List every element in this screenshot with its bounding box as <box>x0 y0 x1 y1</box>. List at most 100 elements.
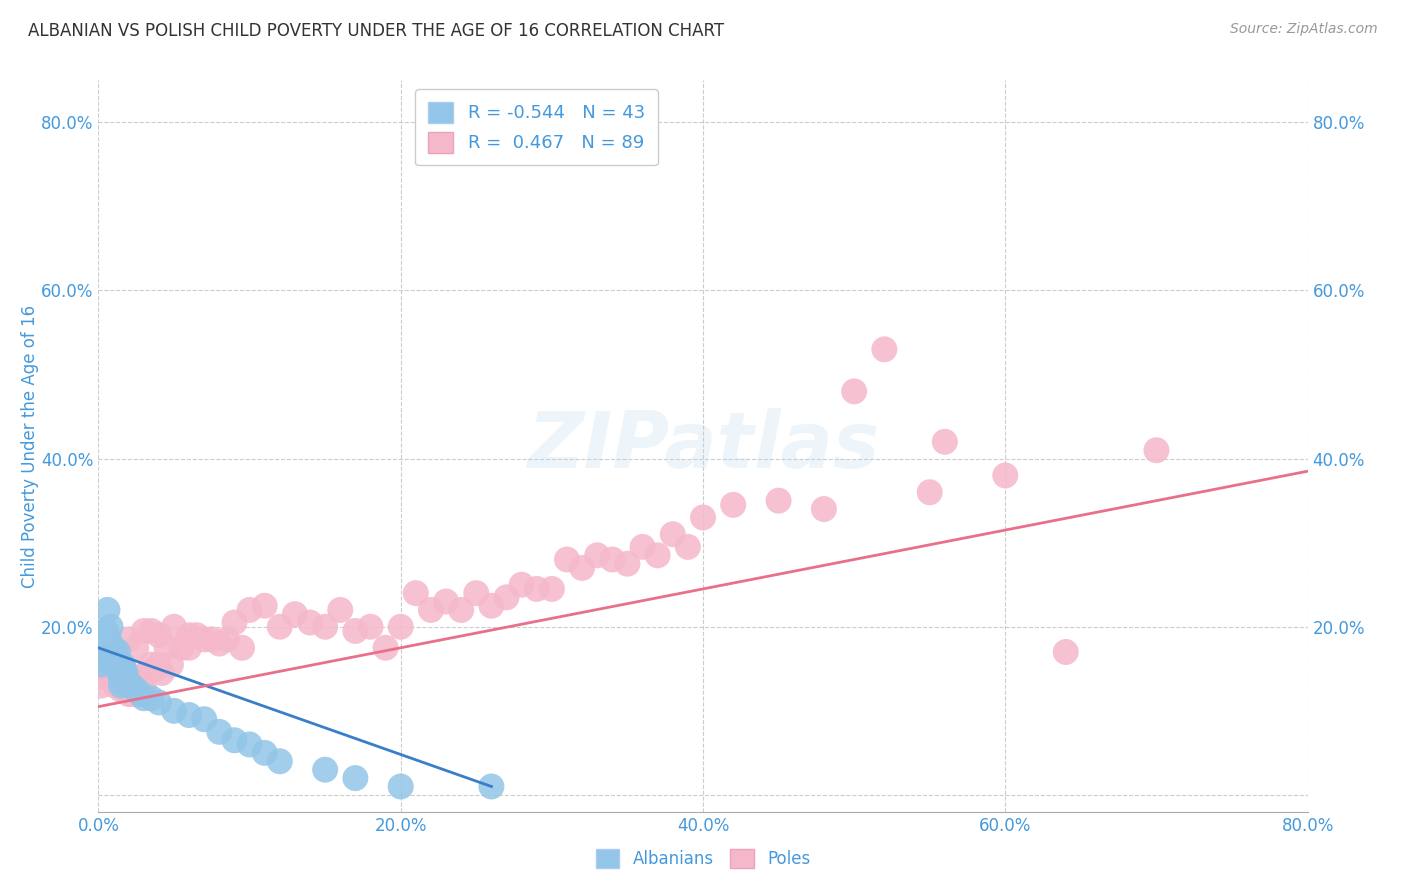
Point <box>284 607 307 622</box>
Point <box>662 527 685 541</box>
Point <box>105 653 128 667</box>
Point <box>121 679 143 693</box>
Point <box>148 695 170 709</box>
Point <box>555 552 578 566</box>
Point <box>540 582 562 596</box>
Point <box>215 632 238 647</box>
Y-axis label: Child Poverty Under the Age of 16: Child Poverty Under the Age of 16 <box>21 304 39 588</box>
Point <box>616 557 638 571</box>
Point <box>115 674 138 689</box>
Point <box>586 549 609 563</box>
Point <box>103 657 125 672</box>
Point <box>918 485 941 500</box>
Point <box>129 687 152 701</box>
Point <box>112 662 135 676</box>
Point <box>104 649 127 664</box>
Point <box>108 665 131 680</box>
Point <box>269 754 291 768</box>
Point <box>481 599 503 613</box>
Point <box>103 657 125 672</box>
Point <box>160 657 183 672</box>
Point <box>98 649 121 664</box>
Point <box>676 540 699 554</box>
Point <box>434 594 457 608</box>
Point <box>114 679 136 693</box>
Point <box>224 733 246 747</box>
Point <box>389 620 412 634</box>
Point <box>105 657 128 672</box>
Point <box>465 586 488 600</box>
Point <box>239 738 262 752</box>
Point <box>647 549 669 563</box>
Point <box>510 578 533 592</box>
Point <box>108 662 131 676</box>
Point <box>93 653 115 667</box>
Point <box>253 746 276 760</box>
Point <box>360 620 382 634</box>
Point <box>125 682 148 697</box>
Point <box>631 540 654 554</box>
Point <box>141 657 163 672</box>
Point <box>179 708 201 723</box>
Point <box>90 679 112 693</box>
Point <box>135 665 157 680</box>
Point <box>481 780 503 794</box>
Point <box>98 662 121 676</box>
Point <box>155 640 177 655</box>
Point <box>111 657 134 672</box>
Point <box>201 632 224 647</box>
Point <box>723 498 745 512</box>
Point <box>405 586 427 600</box>
Point <box>193 632 215 647</box>
Point <box>193 712 215 726</box>
Point <box>132 624 155 638</box>
Point <box>101 645 124 659</box>
Point <box>132 679 155 693</box>
Point <box>571 561 593 575</box>
Point <box>115 670 138 684</box>
Point <box>179 628 201 642</box>
Point <box>231 640 253 655</box>
Point <box>108 670 131 684</box>
Point <box>420 603 443 617</box>
Point <box>239 603 262 617</box>
Point <box>110 682 132 697</box>
Point <box>118 632 141 647</box>
Point <box>96 603 118 617</box>
Point <box>374 640 396 655</box>
Point <box>103 665 125 680</box>
Point <box>813 502 835 516</box>
Point <box>141 691 163 706</box>
Point <box>105 674 128 689</box>
Point <box>129 670 152 684</box>
Point <box>111 670 134 684</box>
Point <box>269 620 291 634</box>
Point <box>118 687 141 701</box>
Point <box>103 640 125 655</box>
Point <box>150 665 173 680</box>
Legend: R = -0.544   N = 43, R =  0.467   N = 89: R = -0.544 N = 43, R = 0.467 N = 89 <box>415 89 658 165</box>
Point <box>602 552 624 566</box>
Point <box>96 657 118 672</box>
Point <box>344 624 367 638</box>
Point <box>141 624 163 638</box>
Point <box>170 640 193 655</box>
Point <box>450 603 472 617</box>
Point <box>526 582 548 596</box>
Point <box>93 670 115 684</box>
Point <box>179 640 201 655</box>
Point <box>118 679 141 693</box>
Text: Source: ZipAtlas.com: Source: ZipAtlas.com <box>1230 22 1378 37</box>
Point <box>873 343 896 357</box>
Text: ZIPatlas: ZIPatlas <box>527 408 879 484</box>
Point <box>208 724 231 739</box>
Point <box>90 657 112 672</box>
Point <box>114 665 136 680</box>
Point <box>329 603 352 617</box>
Point <box>107 662 129 676</box>
Point <box>91 662 114 676</box>
Text: ALBANIAN VS POLISH CHILD POVERTY UNDER THE AGE OF 16 CORRELATION CHART: ALBANIAN VS POLISH CHILD POVERTY UNDER T… <box>28 22 724 40</box>
Point <box>299 615 322 630</box>
Point <box>163 704 186 718</box>
Point <box>934 434 956 449</box>
